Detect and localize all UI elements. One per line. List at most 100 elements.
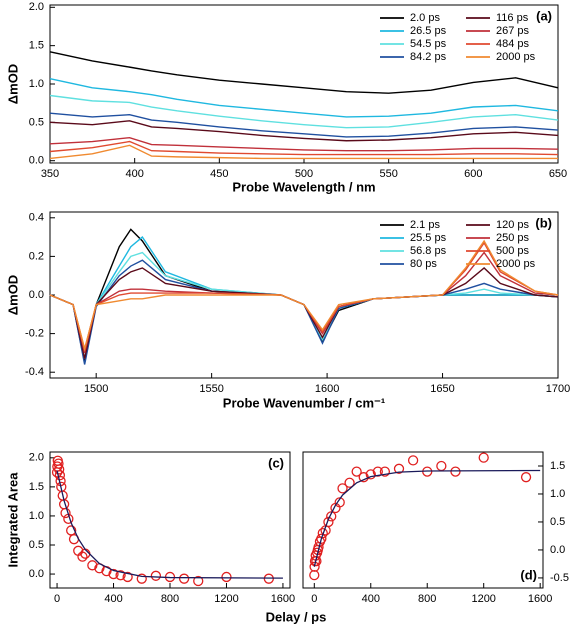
y-tick-label: 1.0 [550,488,565,500]
x-tick-label: 1650 [430,383,454,395]
data-point [520,472,532,483]
fit-line [56,470,283,579]
x-tick-label: 400 [362,593,380,605]
y-tick-label: 1.5 [550,460,565,472]
x-tick-label: 1200 [214,593,238,605]
data-point [337,483,348,494]
y-tick-label: 2.0 [29,1,44,13]
y-tick-label: 0.5 [550,516,565,528]
data-point [393,463,405,474]
y-axis-label: Integrated Area [5,472,20,568]
spectrum-line [49,140,559,156]
legend-label: 2.1 ps [410,219,440,231]
data-point [77,551,88,562]
data-point [221,571,232,583]
spectrum-line [49,112,559,138]
x-tick-label: 400 [104,593,122,605]
x-axis-label: Probe Wavelength / nm [232,179,375,194]
data-point [407,455,419,466]
y-tick-label: -0.2 [25,328,44,340]
x-axis-label: Delay / ps [266,609,327,624]
data-point [108,568,119,580]
spectrum-line [49,239,559,352]
spectrum-line [49,77,559,118]
data-point [309,569,320,581]
legend-label: 80 ps [410,258,437,270]
data-point [54,470,66,481]
x-tick-label: 800 [161,593,179,605]
data-point [365,469,376,480]
legend-label: 2000 ps [496,51,536,63]
data-point [478,452,489,463]
data-point [193,575,204,587]
x-tick-label: 1500 [84,383,108,395]
fit-line [313,469,541,567]
y-tick-label: 0.0 [29,155,44,167]
y-tick-label: -0.4 [25,366,44,378]
x-tick-label: 0 [311,593,317,605]
x-tick-label: 1600 [528,593,552,605]
y-tick-label: 0.0 [29,568,44,580]
x-tick-label: 1200 [471,593,495,605]
y-tick-label: 1.5 [29,40,44,52]
spectrum-line [49,136,559,152]
x-tick-label: 550 [379,168,397,180]
data-point [351,466,362,477]
data-point [178,573,190,584]
plot-frame [302,451,544,589]
spectrum-line [49,267,559,359]
y-tick-label: 1.0 [29,510,44,522]
data-point [309,561,320,572]
x-tick-label: 1600 [271,593,295,605]
legend-label: 116 ps [496,12,529,24]
spectrum-line [49,120,559,142]
y-axis-label: ΔmOD [5,275,20,315]
panel-label: (c) [268,455,284,470]
data-point [334,497,345,508]
data-point [150,570,162,581]
legend-label: 120 ps [496,219,530,231]
plot-frame [49,451,291,589]
spectrum-line [49,241,559,352]
x-tick-label: 1700 [546,383,570,395]
y-tick-label: 1.0 [29,78,44,90]
panel-label: (d) [520,567,537,582]
x-axis-label: Probe Wavenumber / cm⁻¹ [223,395,385,410]
legend-label: 84.2 ps [410,51,447,63]
x-tick-label: 1600 [315,383,339,395]
legend-label: 250 ps [496,232,530,244]
y-tick-label: -0.5 [550,572,569,584]
legend-label: 56.8 ps [410,245,447,257]
x-tick-label: 1550 [199,383,223,395]
data-point [344,477,355,488]
data-point [317,528,328,539]
data-point [379,466,391,477]
spectrum-line [49,228,559,363]
y-tick-label: 2.0 [29,452,44,464]
data-point [323,516,334,528]
spectrum-line [49,259,559,365]
data-point [54,464,65,475]
data-point [115,570,126,581]
plot-frame [49,4,559,164]
x-tick-label: 400 [125,168,143,180]
data-point [436,460,447,472]
x-tick-label: 500 [295,168,313,180]
y-tick-label: 0.4 [29,212,44,224]
legend-label: 26.5 ps [410,25,447,37]
spectrum-line [49,51,559,94]
x-tick-label: 800 [418,593,436,605]
y-tick-label: 0.5 [29,116,44,128]
data-point [87,560,98,571]
data-point [316,533,327,544]
spectrum-line [49,251,559,354]
x-tick-label: 650 [549,168,567,180]
data-point [60,507,71,519]
y-tick-label: 0.0 [29,289,44,301]
y-tick-label: 0.2 [29,250,44,262]
x-tick-label: 600 [464,168,482,180]
legend-label: 267 ps [496,25,530,37]
x-tick-label: 350 [41,168,59,180]
legend-label: 2000 ps [496,258,536,270]
